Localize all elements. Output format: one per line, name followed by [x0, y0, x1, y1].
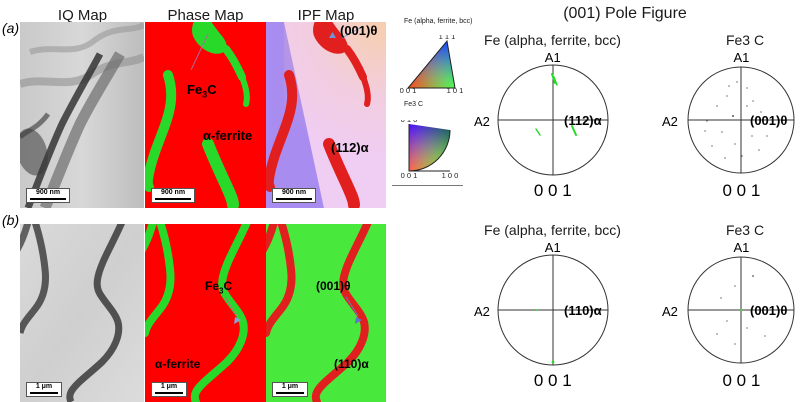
svg-text:1 0 0: 1 0 0 — [442, 171, 459, 178]
svg-text:0 0 1: 0 0 1 — [400, 86, 417, 93]
svg-text:1 0 1: 1 0 1 — [447, 86, 464, 93]
svg-text:0 0 1: 0 0 1 — [401, 171, 418, 178]
svg-text:0 1 0: 0 1 0 — [401, 120, 418, 124]
svg-text:1 1 1: 1 1 1 — [439, 35, 456, 41]
